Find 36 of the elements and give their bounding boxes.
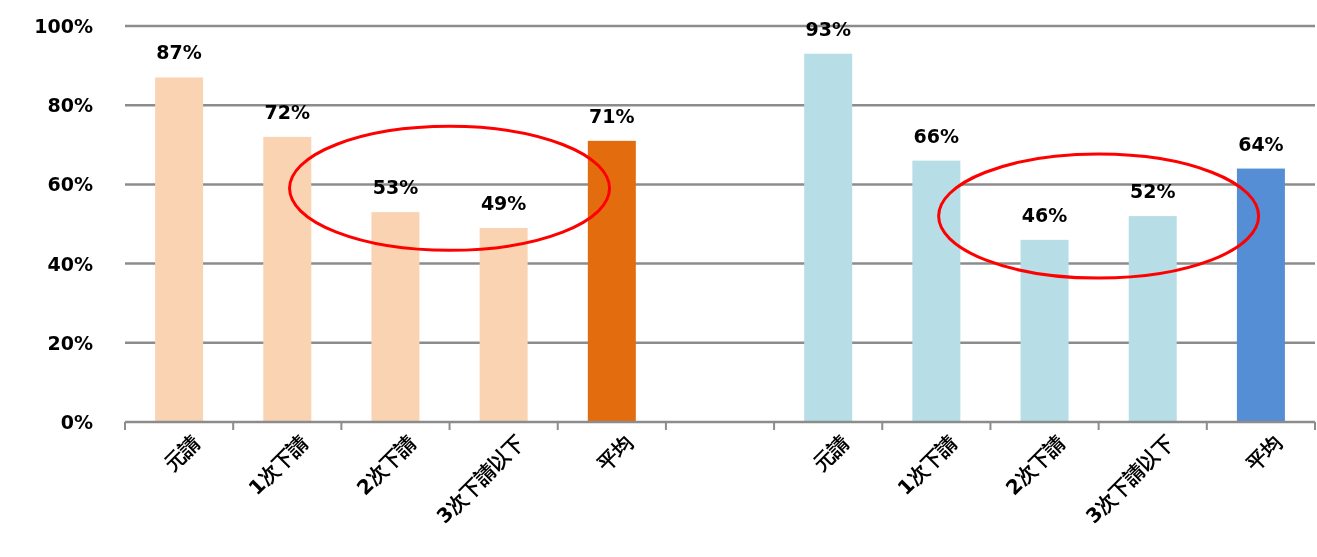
bar xyxy=(804,53,853,422)
y-tick-label: 60% xyxy=(47,173,93,196)
x-tick-label: 3次下請以下 xyxy=(431,430,530,529)
x-tick-label: 2次下請 xyxy=(1000,430,1071,500)
bar xyxy=(479,227,528,422)
bar xyxy=(1128,216,1177,422)
data-label: 46% xyxy=(1021,203,1068,226)
x-tick-label: 平均 xyxy=(591,430,638,477)
bar xyxy=(155,77,204,422)
x-tick-label: 元請 xyxy=(158,430,205,477)
y-tick-label: 0% xyxy=(60,411,93,433)
data-label: 66% xyxy=(913,124,960,147)
data-label: 87% xyxy=(156,41,202,64)
y-tick-label: 100% xyxy=(34,15,93,37)
x-tick-label: 2次下請 xyxy=(351,430,421,500)
bar xyxy=(912,160,961,422)
bar xyxy=(371,212,420,422)
x-tick-label: 1次下請 xyxy=(892,430,962,500)
x-tick-label: 3次下請以下 xyxy=(1080,430,1179,529)
bar xyxy=(587,140,636,422)
x-tick-label: 1次下請 xyxy=(243,430,313,500)
x-tick-label: 平均 xyxy=(1240,430,1287,477)
data-label: 71% xyxy=(589,104,635,127)
bar xyxy=(1020,239,1069,422)
y-tick-label: 20% xyxy=(47,331,93,354)
bar xyxy=(1236,168,1285,422)
data-label: 72% xyxy=(264,100,311,123)
y-tick-label: 40% xyxy=(47,252,93,275)
data-label: 52% xyxy=(1129,180,1176,203)
y-tick-label: 80% xyxy=(47,94,93,117)
x-tick-label: 元請 xyxy=(807,430,854,477)
data-label: 64% xyxy=(1238,132,1284,155)
data-label: 93% xyxy=(805,17,851,40)
data-label: 53% xyxy=(372,176,419,199)
bar xyxy=(263,136,312,422)
data-label: 49% xyxy=(480,191,527,214)
